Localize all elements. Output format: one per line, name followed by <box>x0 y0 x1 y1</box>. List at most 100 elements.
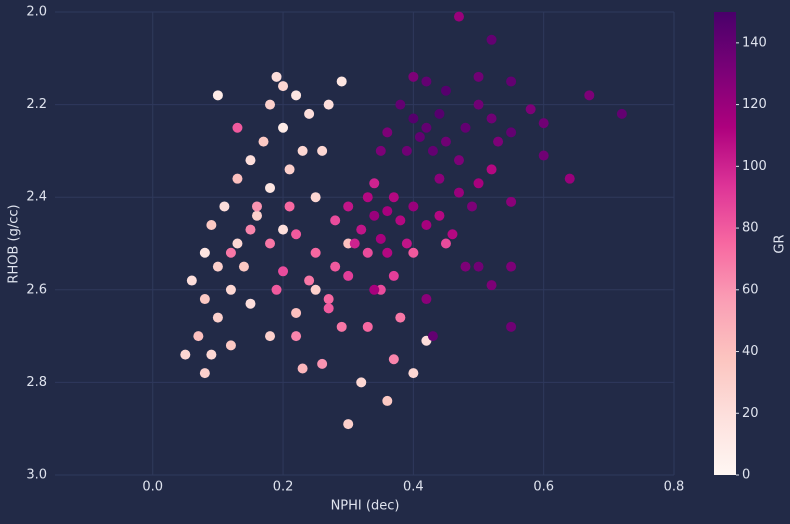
data-point <box>434 210 445 221</box>
data-point <box>304 108 315 119</box>
data-point <box>356 224 367 235</box>
data-point <box>382 206 393 217</box>
data-point <box>232 122 243 133</box>
y-axis-label: RHOB (g/cc) <box>7 204 22 283</box>
data-point <box>362 321 373 332</box>
data-point <box>506 76 517 87</box>
data-point <box>186 275 197 286</box>
data-point <box>284 164 295 175</box>
data-point <box>486 113 497 124</box>
data-point <box>486 34 497 45</box>
y-tick-label: 2.6 <box>26 282 47 297</box>
data-point <box>506 196 517 207</box>
data-point <box>245 155 256 166</box>
data-point <box>356 377 367 388</box>
data-point <box>453 187 464 198</box>
data-point <box>460 122 471 133</box>
data-point <box>291 229 302 240</box>
data-point <box>414 132 425 143</box>
data-point <box>199 368 210 379</box>
data-point <box>408 368 419 379</box>
data-point <box>212 90 223 101</box>
data-point <box>349 238 360 249</box>
data-point <box>278 266 289 277</box>
data-point <box>297 363 308 374</box>
data-point <box>330 215 341 226</box>
data-point <box>238 261 249 272</box>
y-tick-label: 2.2 <box>26 97 47 112</box>
data-point <box>421 76 432 87</box>
data-point <box>460 261 471 272</box>
colorbar-tick-label: 60 <box>742 282 759 297</box>
data-point <box>212 261 223 272</box>
data-point <box>251 210 262 221</box>
data-point <box>421 219 432 230</box>
data-point <box>232 238 243 249</box>
data-point <box>434 173 445 184</box>
x-tick-label: 0.2 <box>273 480 294 495</box>
data-point <box>278 81 289 92</box>
data-point <box>506 321 517 332</box>
data-point <box>317 358 328 369</box>
data-point <box>473 99 484 110</box>
data-point <box>212 312 223 323</box>
data-point <box>395 215 406 226</box>
data-point <box>265 331 276 342</box>
data-point <box>506 127 517 138</box>
colorbar <box>714 12 736 475</box>
data-point <box>421 122 432 133</box>
y-tick-label: 2.4 <box>26 190 47 205</box>
data-point <box>375 233 386 244</box>
data-point <box>401 145 412 156</box>
data-point <box>388 192 399 203</box>
data-point <box>336 321 347 332</box>
data-point <box>525 104 536 115</box>
colorbar-tick-label: 0 <box>742 468 750 483</box>
data-point <box>206 219 217 230</box>
y-tick-label: 2.0 <box>26 5 47 20</box>
x-tick-label: 0.8 <box>664 480 685 495</box>
data-point <box>440 136 451 147</box>
data-point <box>265 238 276 249</box>
data-point <box>382 395 393 406</box>
data-point <box>538 150 549 161</box>
data-point <box>427 145 438 156</box>
data-point <box>343 201 354 212</box>
data-point <box>369 210 380 221</box>
colorbar-tick-label: 120 <box>742 97 767 112</box>
data-point <box>225 247 236 258</box>
data-point <box>310 192 321 203</box>
x-tick-label: 0.0 <box>142 480 163 495</box>
data-point <box>265 182 276 193</box>
y-tick-label: 2.8 <box>26 375 47 390</box>
data-point <box>395 312 406 323</box>
colorbar-tick-label: 100 <box>742 159 767 174</box>
data-point <box>382 247 393 258</box>
data-point <box>291 307 302 318</box>
data-point <box>310 247 321 258</box>
y-tick-label: 3.0 <box>26 468 47 483</box>
data-point <box>401 238 412 249</box>
data-point <box>291 331 302 342</box>
data-point <box>284 201 295 212</box>
data-point <box>388 354 399 365</box>
colorbar-tick-label: 20 <box>742 406 759 421</box>
data-point <box>323 294 334 305</box>
colorbar-label: GR <box>773 234 788 253</box>
data-point <box>323 303 334 314</box>
data-point <box>388 270 399 281</box>
data-point <box>369 284 380 295</box>
data-point <box>408 113 419 124</box>
data-point <box>362 192 373 203</box>
x-axis-label: NPHI (dec) <box>331 499 400 514</box>
data-point <box>382 127 393 138</box>
data-point <box>467 201 478 212</box>
data-point <box>473 178 484 189</box>
data-point <box>584 90 595 101</box>
data-point <box>421 294 432 305</box>
data-point <box>506 261 517 272</box>
data-point <box>453 155 464 166</box>
data-point <box>343 419 354 430</box>
data-point <box>258 136 269 147</box>
